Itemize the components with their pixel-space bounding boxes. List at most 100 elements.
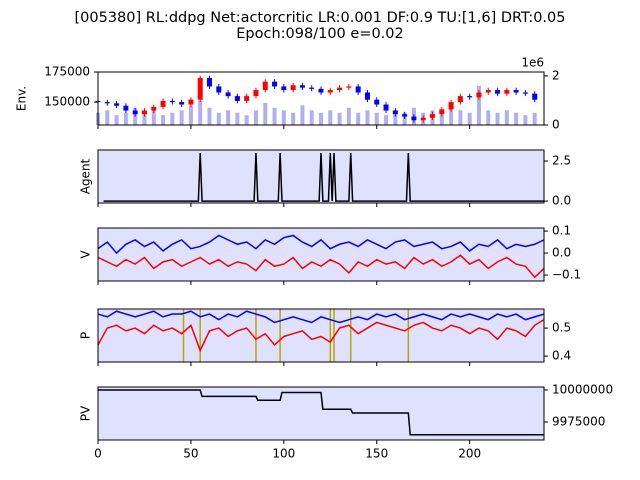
plot-frame	[97, 149, 545, 204]
candle-body	[132, 110, 138, 115]
candle-body	[188, 99, 194, 105]
volume-bar	[281, 110, 286, 125]
series-line	[97, 254, 545, 279]
volume-bar	[151, 110, 156, 125]
volume-bar	[114, 115, 119, 125]
candle-body	[207, 78, 212, 87]
volume-bar	[161, 115, 166, 125]
volume-bar	[393, 110, 398, 125]
y-tick-label: 9975000	[552, 415, 605, 429]
volume-bar	[467, 112, 472, 125]
candle-body	[299, 85, 305, 88]
volume-bar	[309, 110, 314, 125]
candle-body	[439, 109, 445, 115]
x-tick-label: 150	[365, 447, 388, 461]
candle-body	[522, 92, 528, 94]
volume-bar	[226, 110, 231, 125]
candle-body	[402, 114, 408, 117]
candle-body	[114, 103, 120, 106]
y-tick-label: 0.1	[552, 224, 571, 238]
series-line	[97, 319, 545, 353]
volume-bar	[263, 102, 268, 125]
volume-bar	[458, 110, 463, 125]
plot-frame	[97, 308, 545, 363]
volume-bar	[532, 112, 537, 125]
candle-body	[179, 102, 185, 105]
candle-body	[225, 92, 231, 97]
volume-bar	[365, 110, 370, 125]
candle-body	[364, 92, 370, 100]
volume-bar	[105, 110, 110, 125]
volume-bar	[384, 115, 389, 125]
candle-body	[216, 86, 222, 93]
candle-body	[383, 104, 389, 111]
volume-bar	[123, 112, 128, 125]
y-axis-label: Env.	[15, 86, 29, 111]
candle-body	[374, 99, 380, 105]
volume-bar	[253, 110, 258, 125]
x-tick-label: 100	[272, 447, 295, 461]
candle-body	[151, 106, 157, 111]
volume-bar	[495, 112, 500, 125]
candle-body	[337, 87, 343, 91]
volume-bar	[207, 107, 212, 125]
candle-body	[485, 90, 491, 93]
y-tick-label: 0.5	[552, 321, 571, 335]
y-axis-label: Agent	[79, 158, 93, 194]
candle-body	[411, 116, 417, 121]
volume-bar	[188, 105, 193, 125]
candle-body	[234, 96, 240, 101]
volume-bar	[439, 112, 444, 125]
candle-body	[430, 114, 435, 118]
volume-bar	[328, 110, 333, 125]
candle-body	[160, 100, 166, 107]
chart-title: [005380] RL:ddpg Net:actorcritic LR:0.00…	[75, 10, 566, 26]
candle-body	[346, 86, 352, 88]
volume-bar	[235, 112, 240, 125]
volume-bar	[346, 107, 351, 125]
y-tick-label: 10000000	[552, 383, 613, 397]
volume-bar	[374, 112, 379, 125]
chart-subtitle: Epoch:098/100 e=0.02	[236, 26, 404, 42]
candle-body	[244, 96, 250, 101]
volume-bar	[523, 115, 528, 125]
candle-body	[262, 81, 268, 91]
volume-bar	[179, 110, 184, 125]
candle-body	[309, 87, 315, 89]
candle-body	[327, 90, 333, 93]
y-tick-label: 0.0	[552, 194, 571, 208]
candle-body	[169, 100, 175, 103]
candle-body	[281, 86, 287, 91]
plot-frame	[97, 227, 545, 282]
y-tick-label: 175000	[44, 65, 90, 79]
volume-bar	[476, 85, 481, 125]
y2-offset-label: 1e6	[521, 56, 544, 70]
y-axis-label: P	[79, 332, 93, 339]
x-tick-label: 50	[183, 447, 198, 461]
x-tick-label: 200	[458, 447, 481, 461]
candle-body	[355, 86, 361, 93]
y-tick-label: 0.4	[552, 349, 571, 363]
series-line	[97, 234, 545, 255]
volume-bar	[319, 112, 323, 125]
candle-body	[532, 93, 538, 100]
y-axis-label: PV	[79, 405, 93, 421]
plot-background	[98, 309, 544, 362]
candle-body	[504, 90, 510, 94]
y2-tick-label: 2	[552, 68, 560, 82]
x-tick-label: 0	[94, 447, 102, 461]
candle-body	[448, 102, 454, 110]
volume-bar	[449, 105, 454, 125]
candle-body	[272, 81, 278, 87]
volume-bar	[300, 105, 305, 125]
y-tick-label: −0.1	[552, 268, 581, 282]
volume-bar	[514, 112, 519, 125]
volume-bar	[291, 112, 296, 125]
volume-bar	[244, 115, 249, 125]
volume-bar	[486, 110, 491, 125]
candle-body	[104, 102, 110, 104]
volume-bar	[142, 112, 147, 125]
plot-frame	[97, 386, 545, 441]
volume-bar	[216, 112, 221, 125]
